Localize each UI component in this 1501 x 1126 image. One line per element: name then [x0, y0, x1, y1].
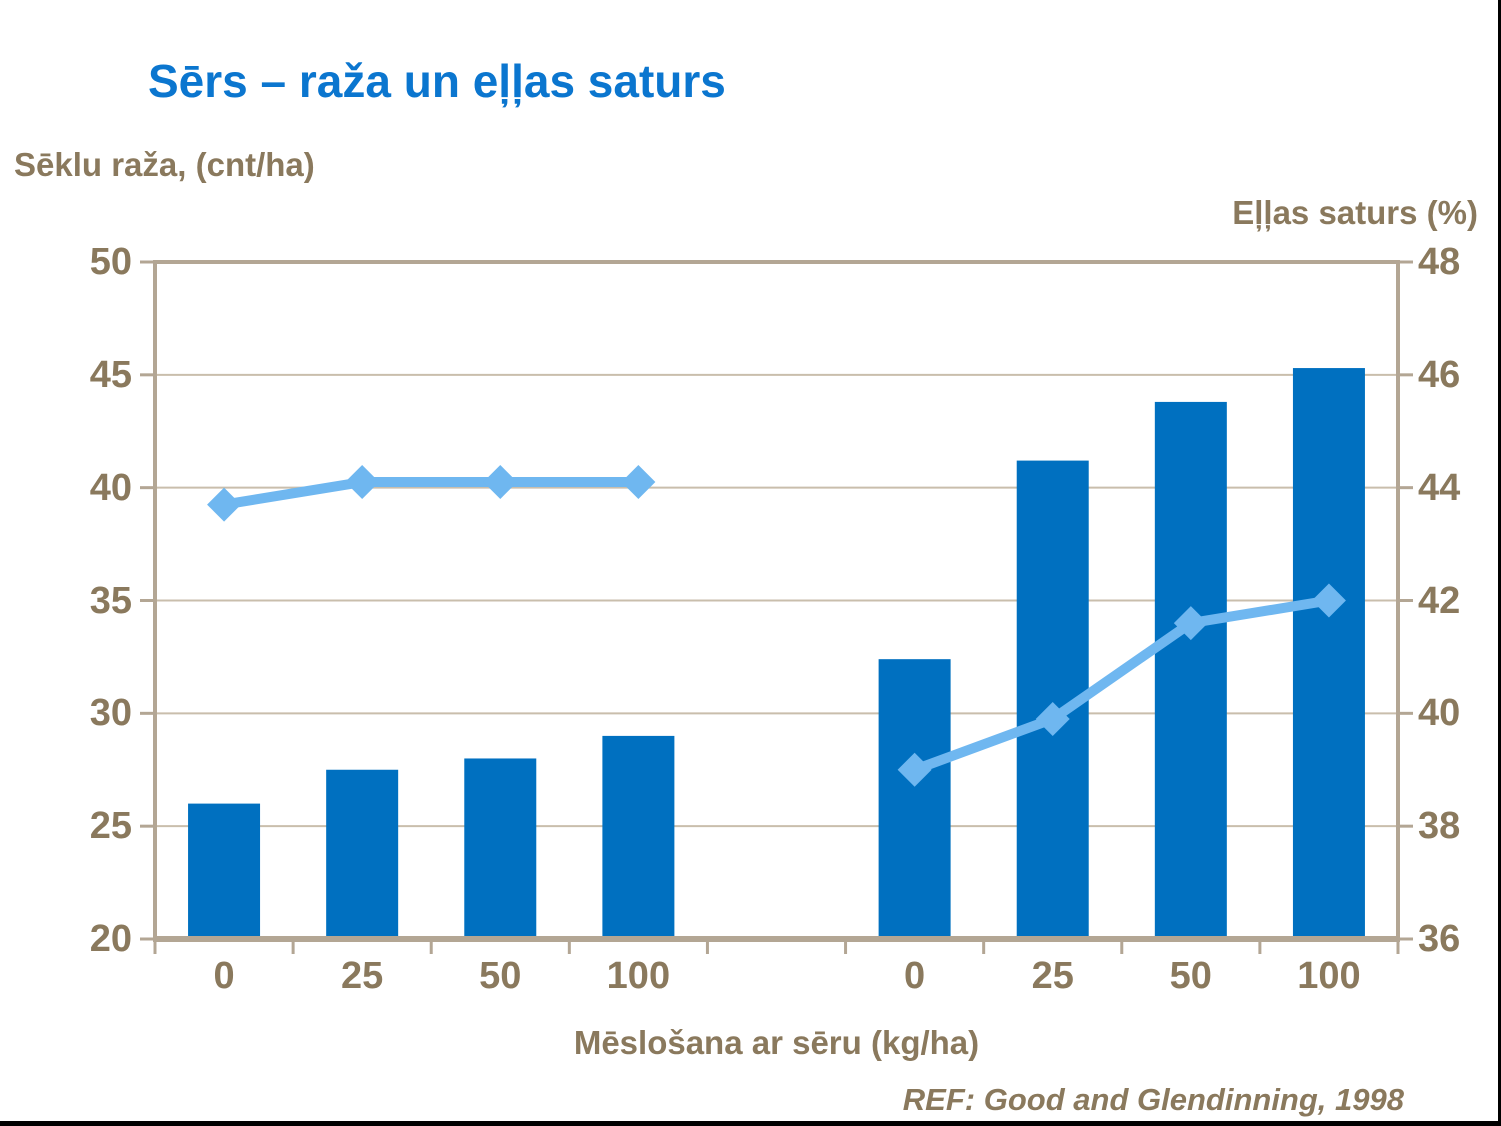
- yield-bar: [188, 803, 261, 939]
- oil-content-line: [219, 477, 644, 510]
- yield-bar: [1154, 401, 1227, 939]
- diamond-marker: [621, 465, 656, 500]
- x-axis-title: Mēslošana ar sēru (kg/ha): [573, 1024, 980, 1061]
- right-y-tick-label: 36: [1418, 918, 1461, 960]
- yield-bar: [326, 769, 399, 939]
- x-category-label: 0: [213, 955, 235, 997]
- x-category-label: 25: [341, 955, 384, 997]
- diamond-marker: [1173, 606, 1208, 641]
- diamond-marker: [1311, 583, 1346, 618]
- left-y-tick-label: 25: [89, 805, 132, 848]
- yield-bar: [464, 758, 537, 939]
- left-y-tick-label: 40: [89, 466, 132, 509]
- left-y-tick-label: 45: [89, 353, 132, 396]
- diamond-marker: [483, 465, 518, 500]
- left-axis-title: Sēklu raža, (cnt/ha): [14, 146, 315, 183]
- diamond-marker: [207, 487, 242, 522]
- oil-content-line: [909, 595, 1334, 775]
- x-category-label: 100: [606, 955, 671, 997]
- right-y-tick-label: 48: [1418, 241, 1461, 283]
- diamond-marker: [345, 465, 380, 500]
- right-y-tick-label: 38: [1418, 805, 1461, 848]
- x-category-label: 50: [1169, 955, 1212, 997]
- yield-bar: [602, 735, 675, 939]
- yield-bar: [1292, 368, 1365, 939]
- chart-title: Sērs – raža un eļļas saturs: [148, 55, 726, 107]
- right-y-tick-label: 44: [1418, 466, 1461, 509]
- left-y-tick-label: 30: [89, 692, 132, 735]
- x-category-label: 0: [904, 955, 926, 997]
- x-category-label: 50: [479, 955, 522, 997]
- right-y-tick-label: 40: [1418, 692, 1461, 735]
- diamond-marker: [897, 752, 932, 787]
- right-y-tick-label: 46: [1418, 353, 1461, 396]
- left-y-tick-label: 20: [89, 918, 132, 960]
- right-y-tick-label: 42: [1418, 579, 1461, 622]
- reference-citation: REF: Good and Glendinning, 1998: [902, 1082, 1404, 1117]
- right-axis-title: Eļļas saturs (%): [1232, 194, 1478, 231]
- x-category-label: 25: [1031, 955, 1074, 997]
- left-y-tick-label: 50: [89, 241, 132, 283]
- yield-bar: [878, 659, 951, 939]
- diamond-marker: [1035, 701, 1070, 736]
- x-category-label: 100: [1297, 955, 1361, 997]
- left-y-tick-label: 35: [89, 579, 132, 622]
